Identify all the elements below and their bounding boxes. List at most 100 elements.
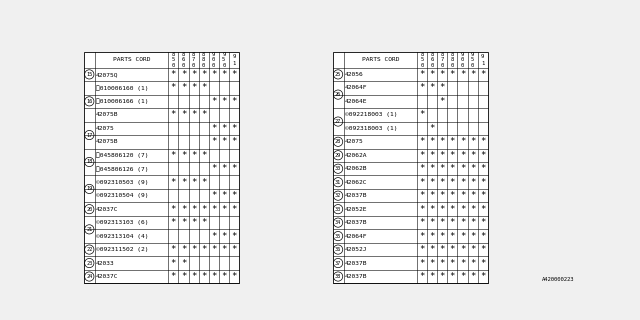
Text: 15: 15: [86, 72, 92, 77]
Text: 0: 0: [441, 63, 444, 68]
Text: *: *: [191, 272, 196, 281]
Text: PARTS CORD: PARTS CORD: [362, 58, 399, 62]
Text: *: *: [480, 178, 485, 187]
Text: *: *: [201, 218, 206, 227]
Text: *: *: [429, 84, 435, 92]
Text: 5: 5: [420, 58, 424, 62]
Text: *: *: [419, 84, 425, 92]
Text: *: *: [440, 232, 445, 241]
Text: 29: 29: [335, 153, 341, 158]
Text: *: *: [470, 178, 476, 187]
Text: *: *: [480, 151, 485, 160]
Text: 0: 0: [420, 63, 424, 68]
Text: *: *: [450, 218, 455, 227]
Text: *: *: [221, 205, 227, 214]
Text: 30: 30: [335, 166, 341, 171]
Text: 1: 1: [481, 61, 484, 66]
Text: *: *: [231, 205, 237, 214]
Text: *: *: [221, 97, 227, 106]
Text: 0: 0: [182, 63, 185, 68]
Text: *: *: [419, 205, 425, 214]
Text: *: *: [221, 124, 227, 133]
Text: 32: 32: [335, 193, 341, 198]
Text: *: *: [429, 232, 435, 241]
Text: *: *: [429, 70, 435, 79]
Text: *: *: [470, 205, 476, 214]
Text: *: *: [211, 191, 216, 200]
Text: *: *: [180, 70, 186, 79]
Text: 42037C: 42037C: [96, 207, 118, 212]
Text: *: *: [171, 272, 176, 281]
Text: 9: 9: [481, 54, 484, 59]
Text: *: *: [419, 191, 425, 200]
Text: 8: 8: [182, 52, 185, 57]
Text: *: *: [231, 245, 237, 254]
Text: 0: 0: [451, 63, 454, 68]
Text: *: *: [440, 164, 445, 173]
Text: *: *: [460, 151, 465, 160]
Text: *: *: [429, 124, 435, 133]
Text: *: *: [450, 164, 455, 173]
Text: 0: 0: [461, 58, 464, 62]
Text: *: *: [419, 259, 425, 268]
Text: *: *: [429, 272, 435, 281]
Text: *: *: [201, 245, 206, 254]
Text: *: *: [191, 218, 196, 227]
Text: 9: 9: [461, 52, 464, 57]
Text: *: *: [171, 151, 176, 160]
Text: 9: 9: [222, 52, 225, 57]
Text: *: *: [211, 70, 216, 79]
Text: ©092318003 (1): ©092318003 (1): [345, 126, 397, 131]
Text: *: *: [231, 232, 237, 241]
Text: *: *: [440, 245, 445, 254]
Text: 42075B: 42075B: [96, 112, 118, 117]
Text: *: *: [180, 218, 186, 227]
Text: ©092310503 (9): ©092310503 (9): [96, 180, 148, 185]
Text: *: *: [231, 137, 237, 146]
Text: 36: 36: [335, 247, 341, 252]
Text: *: *: [470, 191, 476, 200]
Text: 8: 8: [431, 52, 434, 57]
Text: *: *: [231, 191, 237, 200]
Text: *: *: [221, 232, 227, 241]
Text: 42062B: 42062B: [345, 166, 367, 171]
Text: *: *: [221, 164, 227, 173]
Text: *: *: [191, 84, 196, 92]
Text: *: *: [211, 205, 216, 214]
Text: *: *: [201, 205, 206, 214]
Text: *: *: [450, 232, 455, 241]
Text: 31: 31: [335, 180, 341, 185]
Text: *: *: [191, 178, 196, 187]
Text: 42064F: 42064F: [345, 85, 367, 90]
Text: *: *: [460, 178, 465, 187]
Text: ©092311502 (2): ©092311502 (2): [96, 247, 148, 252]
Text: *: *: [470, 272, 476, 281]
Text: *: *: [480, 232, 485, 241]
Text: *: *: [191, 245, 196, 254]
Text: *: *: [180, 205, 186, 214]
Text: 5: 5: [172, 58, 175, 62]
Text: Ⓑ010006160 (1): Ⓑ010006160 (1): [96, 85, 148, 91]
Text: *: *: [171, 205, 176, 214]
Text: *: *: [450, 151, 455, 160]
Text: *: *: [450, 205, 455, 214]
Text: *: *: [171, 259, 176, 268]
Text: 9: 9: [471, 52, 474, 57]
Text: *: *: [201, 84, 206, 92]
Text: *: *: [191, 110, 196, 119]
Text: *: *: [460, 232, 465, 241]
Text: 9: 9: [232, 54, 236, 59]
Text: 27: 27: [335, 119, 341, 124]
Text: *: *: [211, 97, 216, 106]
Text: *: *: [470, 137, 476, 146]
Text: 42037B: 42037B: [345, 260, 367, 266]
Text: 42075B: 42075B: [96, 139, 118, 144]
Text: 8: 8: [441, 52, 444, 57]
Text: *: *: [460, 191, 465, 200]
Text: 23: 23: [86, 260, 92, 266]
Text: 34: 34: [335, 220, 341, 225]
Text: 42064E: 42064E: [345, 99, 367, 104]
Text: ©092313104 (4): ©092313104 (4): [96, 234, 148, 239]
Text: 42062A: 42062A: [345, 153, 367, 158]
Text: *: *: [440, 178, 445, 187]
